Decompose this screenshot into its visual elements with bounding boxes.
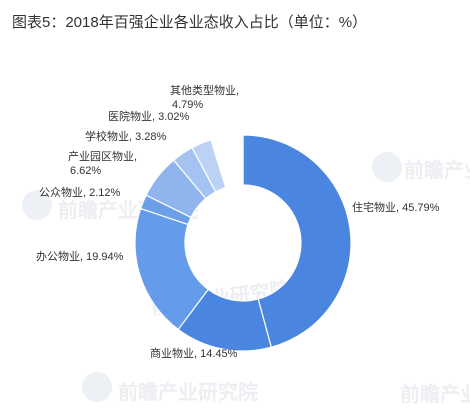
data-label-商业物业: 商业物业, 14.45% (150, 346, 238, 360)
data-label-其他类型物业: 其他类型物业, 4.79% (170, 83, 239, 111)
data-label-产业园区物业: 产业园区物业, 6.62% (68, 149, 137, 177)
slice-其他类型物业 (210, 134, 244, 189)
data-label-学校物业: 学校物业, 3.28% (85, 129, 167, 143)
data-label-住宅物业: 住宅物业, 45.79% (352, 200, 440, 214)
data-label-办公物业: 办公物业, 19.94% (36, 249, 124, 263)
slice-住宅物业 (242, 134, 352, 348)
data-label-公众物业: 公众物业, 2.12% (39, 185, 121, 199)
chart-title: 图表5：2018年百强企业各业态收入占比（单位：%） (12, 14, 368, 31)
data-label-医院物业: 医院物业, 3.02% (108, 109, 190, 123)
